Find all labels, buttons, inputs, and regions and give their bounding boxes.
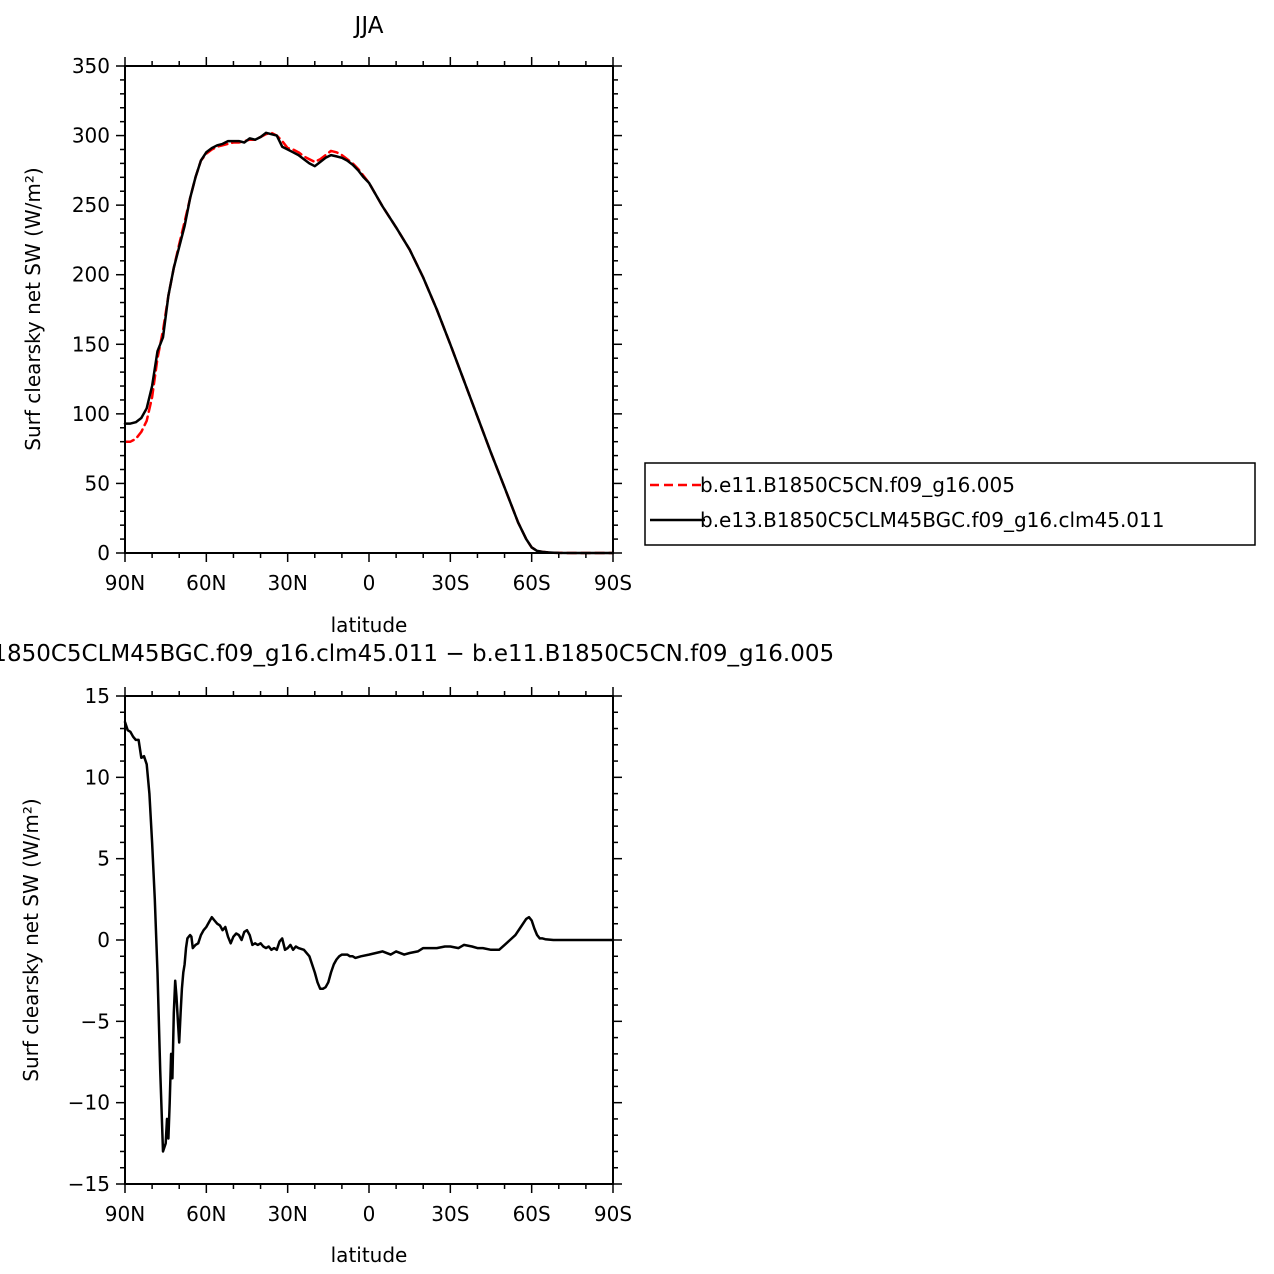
top-y-tick-label: 250	[72, 193, 110, 217]
bottom-y-tick-label: −5	[81, 1009, 110, 1033]
bottom-x-tick-label: 60S	[513, 1202, 551, 1226]
bottom-y-tick-label: 5	[97, 847, 110, 871]
bottom-y-tick-label: 10	[85, 765, 110, 789]
top-y-axis-label: Surf clearsky net SW (W/m²)	[21, 167, 45, 450]
top-chart-title: JJA	[353, 13, 384, 39]
legend-label-control: b.e11.B1850C5CN.f09_g16.005	[700, 473, 1015, 497]
bottom-x-tick-label: 30N	[267, 1202, 307, 1226]
bottom-y-tick-label: −15	[68, 1172, 110, 1196]
top-x-tick-label: 90S	[594, 571, 632, 595]
top-y-tick-label: 200	[72, 263, 110, 287]
top-y-tick-label: 100	[72, 402, 110, 426]
top-x-tick-label: 0	[363, 571, 376, 595]
legend: b.e11.B1850C5CN.f09_g16.005 b.e13.B1850C…	[644, 462, 1256, 546]
top-x-tick-label: 30N	[267, 571, 307, 595]
bottom-y-tick-label: −10	[68, 1091, 110, 1115]
top-series-line-1	[123, 131, 615, 555]
bottom-x-tick-label: 60N	[186, 1202, 226, 1226]
bottom-x-tick-label: 30S	[431, 1202, 469, 1226]
top-y-tick-label: 300	[72, 124, 110, 148]
top-series-group	[123, 131, 615, 555]
top-x-tick-label: 60S	[513, 571, 551, 595]
bottom-y-tick-label: 15	[85, 684, 110, 708]
top-series-line-0	[123, 131, 615, 555]
top-y-tick-label: 350	[72, 54, 110, 78]
bottom-x-axis-label: latitude	[331, 1243, 408, 1267]
top-x-axis-label: latitude	[331, 613, 408, 637]
top-y-tick-label: 0	[97, 541, 110, 565]
bottom-y-axis-label: Surf clearsky net SW (W/m²)	[19, 798, 43, 1081]
bottom-series-line-0	[123, 720, 615, 1153]
top-y-tick-label: 50	[85, 471, 110, 495]
bottom-y-tick-label: 0	[97, 928, 110, 952]
top-panel: JJA 90N 60N 30N 0 30S 60S 90S 0 50 100 150 200 250 30…	[21, 13, 1256, 637]
bottom-x-tick-label: 90S	[594, 1202, 632, 1226]
top-y-tick-label: 150	[72, 332, 110, 356]
legend-label-experiment: b.e13.B1850C5CLM45BGC.f09_g16.clm45.011	[700, 508, 1164, 532]
legend-box	[644, 462, 1256, 546]
top-x-tick-label: 30S	[431, 571, 469, 595]
bottom-panel: b.e13.B1850C5CLM45BGC.f09_g16.clm45.011 …	[0, 641, 834, 1267]
bottom-x-tick-label: 0	[363, 1202, 376, 1226]
bottom-chart-title: b.e13.B1850C5CLM45BGC.f09_g16.clm45.011 …	[0, 641, 834, 667]
top-x-tick-label: 90N	[105, 571, 145, 595]
top-x-tick-label: 60N	[186, 571, 226, 595]
bottom-series-group	[123, 720, 615, 1153]
bottom-ticks-group: 90N 60N 30N 0 30S 60S 90S −15 −10 −5 0 5 10 15	[68, 684, 632, 1226]
bottom-x-tick-label: 90N	[105, 1202, 145, 1226]
top-plot-frame	[124, 65, 614, 554]
top-ticks-group: 90N 60N 30N 0 30S 60S 90S 0 50 100 150 200 250 300 350	[72, 54, 632, 595]
